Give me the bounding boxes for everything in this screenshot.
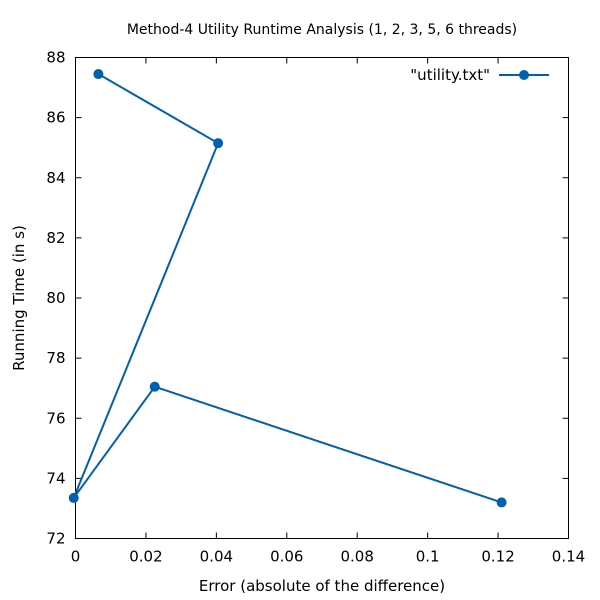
data-point xyxy=(496,497,507,508)
y-axis-ticks: 72 74 76 78 80 82 84 86 88 xyxy=(46,49,569,548)
plot-frame xyxy=(75,57,569,539)
series-layer xyxy=(68,69,507,508)
x-axis-ticks: 0 0.02 0.04 0.06 0.08 0.1 0.12 0.14 xyxy=(71,57,585,566)
y-tick-label: 74 xyxy=(46,469,65,487)
y-tick-label: 86 xyxy=(46,109,65,127)
x-tick-label: 0 xyxy=(71,548,81,566)
y-tick-label: 84 xyxy=(46,169,65,187)
y-tick-label: 78 xyxy=(46,349,65,367)
y-axis-title: Running Time (in s) xyxy=(10,225,28,371)
x-tick-label: 0.04 xyxy=(200,548,233,566)
x-tick-label: 0.06 xyxy=(270,548,303,566)
data-point xyxy=(149,381,160,392)
data-point xyxy=(213,138,224,149)
x-tick-label: 0.1 xyxy=(416,548,440,566)
data-point xyxy=(93,69,104,80)
data-point xyxy=(68,492,79,503)
y-tick-label: 76 xyxy=(46,409,65,427)
x-tick-label: 0.08 xyxy=(341,548,374,566)
y-tick-label: 80 xyxy=(46,289,65,307)
y-tick-label: 88 xyxy=(46,49,65,67)
y-tick-label: 82 xyxy=(46,229,65,247)
x-tick-label: 0.12 xyxy=(481,548,514,566)
y-tick-label: 72 xyxy=(46,530,65,548)
x-axis-title: Error (absolute of the difference) xyxy=(199,577,445,595)
legend: "utility.txt" xyxy=(410,66,549,84)
x-tick-label: 0.02 xyxy=(129,548,162,566)
chart-title: Method-4 Utility Runtime Analysis (1, 2,… xyxy=(127,22,517,38)
x-tick-label: 0.14 xyxy=(552,548,585,566)
legend-marker xyxy=(519,70,529,80)
series-line xyxy=(72,73,502,504)
legend-label: "utility.txt" xyxy=(410,66,490,84)
